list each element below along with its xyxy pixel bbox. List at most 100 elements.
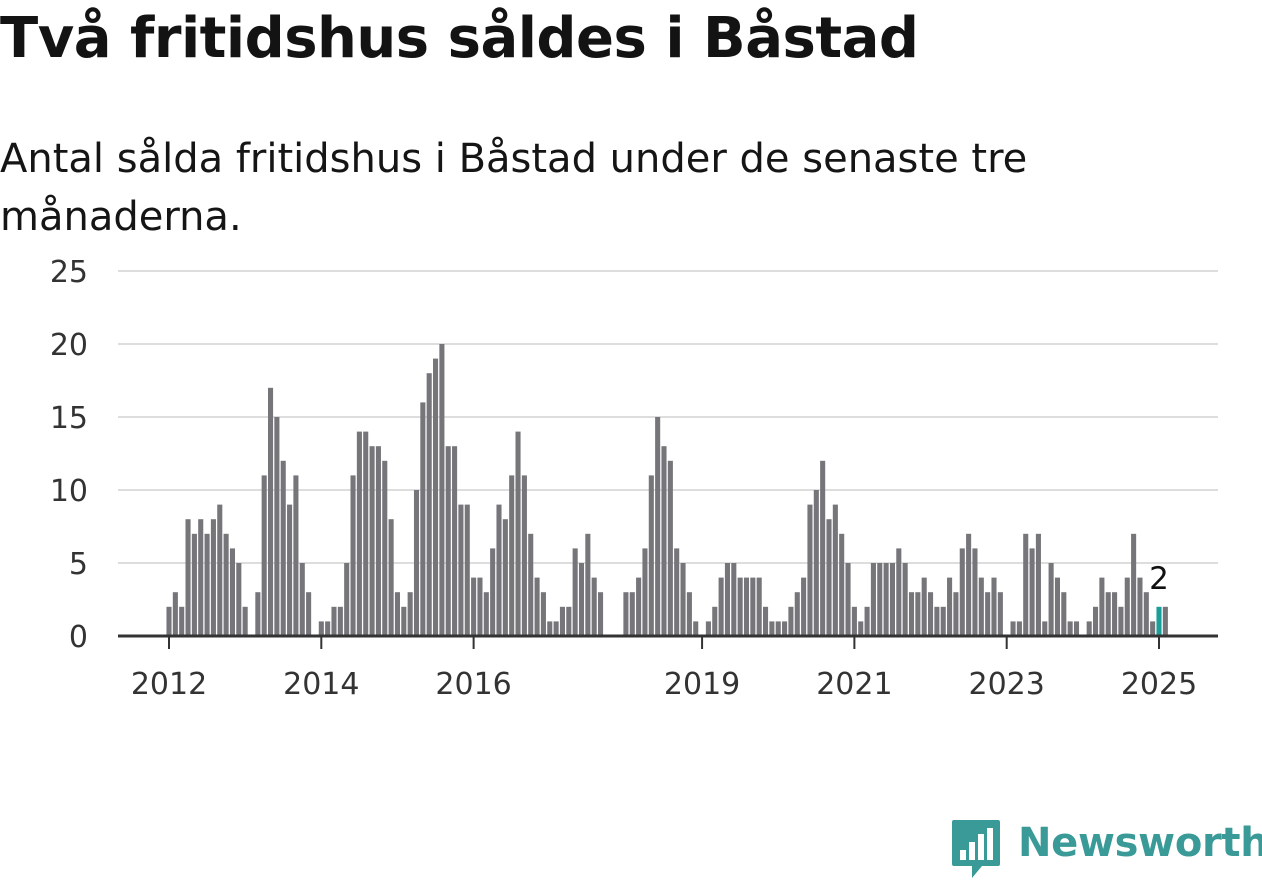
- y-tick-label: 20: [50, 328, 88, 363]
- x-tick-label: 2025: [1121, 667, 1197, 702]
- bar: [401, 606, 407, 636]
- bar: [1061, 592, 1067, 636]
- bar: [782, 621, 788, 636]
- bar: [661, 446, 667, 636]
- bar: [521, 475, 527, 636]
- bar: [1112, 592, 1118, 636]
- bar: [1124, 577, 1130, 636]
- bar: [540, 592, 546, 636]
- bar: [889, 563, 895, 636]
- bar: [629, 592, 635, 636]
- bar: [966, 533, 972, 636]
- bar: [680, 563, 686, 636]
- bar: [763, 606, 769, 636]
- bar: [667, 460, 673, 636]
- bar: [724, 563, 730, 636]
- bar: [1162, 606, 1168, 636]
- bar: [788, 606, 794, 636]
- x-tick-label: 2021: [816, 667, 892, 702]
- bar: [598, 592, 604, 636]
- bar: [1023, 533, 1029, 636]
- y-tick-label: 10: [50, 474, 88, 509]
- bar: [426, 373, 432, 636]
- bar: [978, 577, 984, 636]
- bar: [883, 563, 889, 636]
- bar: [851, 606, 857, 636]
- gridlines: [118, 270, 1218, 564]
- bar: [369, 446, 375, 636]
- bar: [813, 490, 819, 636]
- bar: [915, 592, 921, 636]
- bar: [1099, 577, 1105, 636]
- bar: [826, 519, 832, 636]
- bar: [350, 475, 356, 636]
- bar: [839, 533, 845, 636]
- bar: [693, 621, 699, 636]
- bar: [464, 504, 470, 636]
- axes: [118, 634, 1218, 649]
- newsworthy-logo-icon: [952, 820, 1000, 878]
- bar: [902, 563, 908, 636]
- bar: [299, 563, 305, 636]
- bar: [985, 592, 991, 636]
- bar: [477, 577, 483, 636]
- bar: [420, 402, 426, 636]
- bar: [439, 344, 445, 636]
- bar: [293, 475, 299, 636]
- bar: [306, 592, 312, 636]
- bar: [953, 592, 959, 636]
- bar: [750, 577, 756, 636]
- bar: [394, 592, 400, 636]
- bar: [1067, 621, 1073, 636]
- bar: [204, 533, 210, 636]
- bar: [908, 592, 915, 636]
- bar: [287, 504, 293, 636]
- bar: [845, 563, 851, 636]
- bar: [363, 431, 369, 636]
- bar: [737, 577, 743, 636]
- bar: [1150, 621, 1156, 636]
- bar: [655, 417, 661, 636]
- bar: [769, 621, 775, 636]
- bar: [1137, 577, 1143, 636]
- bar: [515, 431, 521, 636]
- bar: [236, 563, 242, 636]
- bar: [166, 606, 172, 636]
- bar: [947, 577, 953, 636]
- bar: [959, 548, 965, 636]
- bar: [775, 621, 781, 636]
- bar: [337, 606, 343, 636]
- bar: [280, 460, 286, 636]
- x-tick-label: 2019: [664, 667, 740, 702]
- y-tick-label: 25: [50, 255, 88, 290]
- bar: [623, 592, 629, 636]
- bar: [445, 446, 451, 636]
- bar: [864, 606, 870, 636]
- bar: [743, 577, 750, 636]
- bar: [356, 431, 362, 636]
- x-tick-label: 2023: [969, 667, 1045, 702]
- bar: [325, 621, 331, 636]
- bar: [642, 548, 648, 636]
- bar: [832, 504, 838, 636]
- bar: [1093, 606, 1099, 636]
- bar: [566, 606, 572, 636]
- bar: [318, 621, 324, 636]
- bar: [896, 548, 902, 636]
- bar: [991, 577, 997, 636]
- bar: [223, 533, 229, 636]
- bar: [921, 577, 927, 636]
- bar: [331, 606, 337, 636]
- data-label: 2: [1149, 561, 1169, 597]
- bar: [674, 548, 680, 636]
- bar: [940, 606, 946, 636]
- y-tick-label: 0: [69, 620, 88, 655]
- bar: [198, 519, 204, 636]
- bar: [242, 606, 248, 636]
- bar: [1010, 621, 1016, 636]
- bar: [972, 548, 978, 636]
- y-tick-label: 5: [69, 547, 88, 582]
- bar: [858, 621, 864, 636]
- bar: [877, 563, 883, 636]
